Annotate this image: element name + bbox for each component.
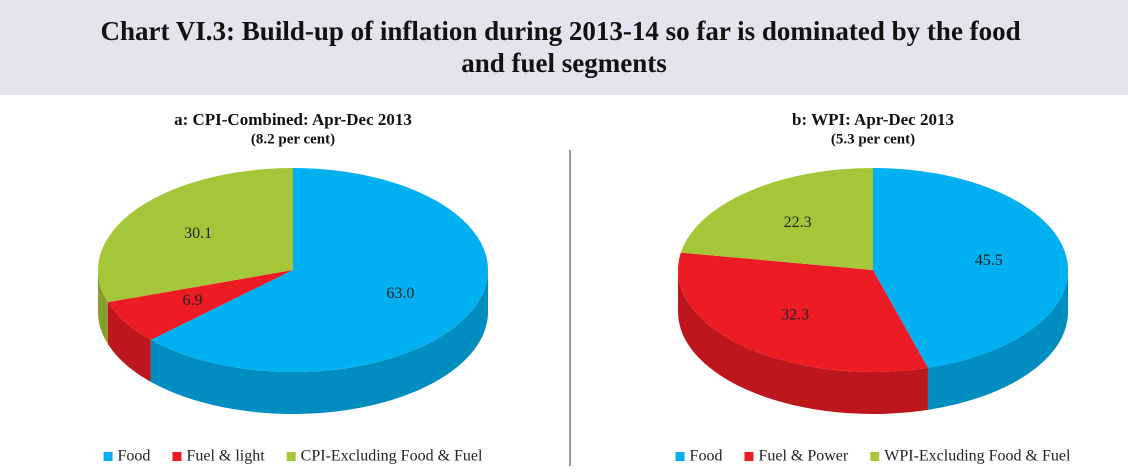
- chart-subtitle-title: b: WPI: Apr-Dec 2013: [792, 110, 954, 129]
- legend-label: WPI-Excluding Food & Fuel: [884, 448, 1071, 465]
- chart-subtitle-title: a: CPI-Combined: Apr-Dec 2013: [174, 110, 412, 129]
- slice-side: [927, 270, 1069, 410]
- legend-swatch: [675, 452, 685, 461]
- data-label: 6.9: [182, 292, 202, 309]
- legend-label: Fuel & Power: [758, 448, 848, 465]
- data-label: 45.5: [975, 252, 1003, 269]
- legend-swatch: [172, 452, 182, 461]
- slice: [677, 252, 928, 373]
- legend-swatch: [286, 452, 296, 461]
- slice: [107, 270, 293, 340]
- legend-label: Fuel & light: [186, 448, 265, 465]
- title-line: and fuel segments: [461, 48, 667, 78]
- slice: [97, 167, 294, 303]
- slice-side: [98, 270, 108, 345]
- chart-subtitle: (8.2 per cent): [251, 131, 335, 147]
- legend-label: Food: [690, 448, 723, 465]
- legend-swatch: [103, 452, 113, 461]
- slice-side: [107, 302, 151, 382]
- legend-swatch: [744, 452, 754, 461]
- slice-side: [678, 270, 928, 414]
- legend-label: Food: [118, 448, 151, 465]
- title-line: Chart VI.3: Build-up of inflation during…: [101, 16, 1021, 46]
- slice: [873, 168, 1069, 368]
- legend-swatch: [870, 452, 880, 461]
- slice: [150, 168, 488, 373]
- data-label: 32.3: [781, 306, 809, 323]
- data-label: 30.1: [184, 225, 212, 242]
- data-label: 22.3: [784, 214, 812, 231]
- legend-label: CPI-Excluding Food & Fuel: [301, 448, 483, 465]
- chart-title: Chart VI.3: Build-up of inflation during…: [101, 16, 1028, 78]
- data-label: 63.0: [386, 285, 414, 302]
- chart-subtitle: (5.3 per cent): [831, 131, 915, 147]
- slice-side: [150, 270, 488, 414]
- header-band: [0, 0, 1128, 95]
- slice: [680, 168, 873, 270]
